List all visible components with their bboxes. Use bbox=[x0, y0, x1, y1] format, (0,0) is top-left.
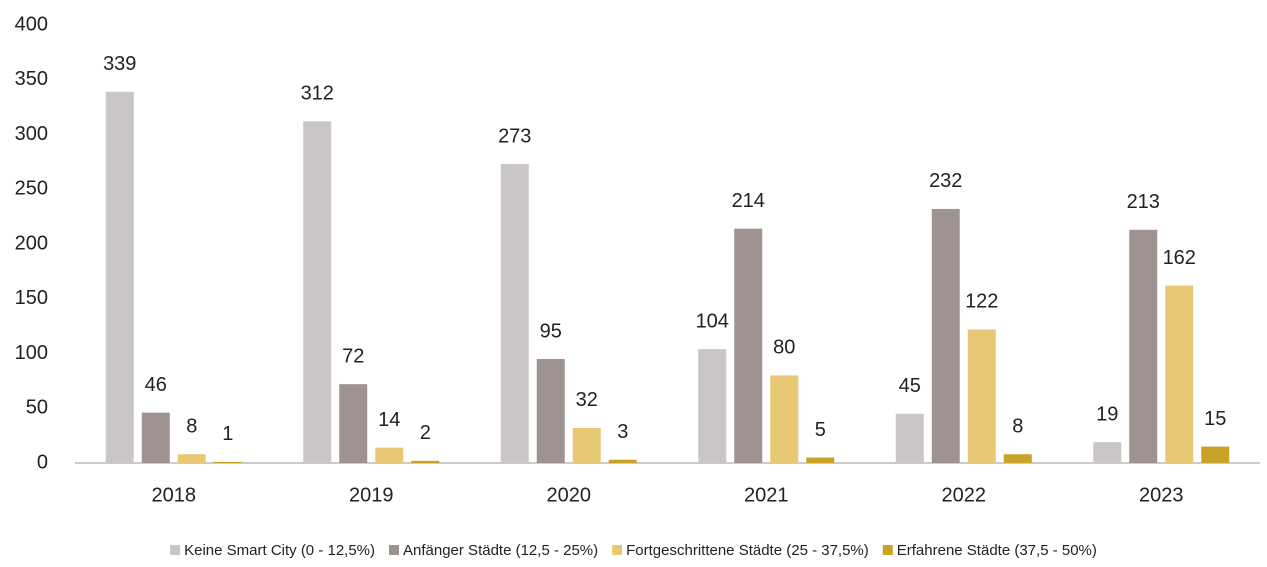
bar bbox=[608, 459, 637, 463]
value-label: 72 bbox=[342, 345, 364, 367]
value-label: 232 bbox=[929, 170, 962, 192]
bar bbox=[1165, 285, 1194, 463]
value-label: 3 bbox=[617, 421, 628, 443]
x-tick-label: 2019 bbox=[349, 484, 394, 506]
y-tick-label: 150 bbox=[15, 287, 48, 309]
y-tick-label: 50 bbox=[26, 397, 48, 419]
value-label: 122 bbox=[965, 291, 998, 313]
y-tick-label: 300 bbox=[15, 123, 48, 145]
bar bbox=[698, 349, 727, 463]
bar bbox=[411, 460, 440, 463]
legend-swatch bbox=[170, 545, 181, 555]
x-tick-label: 2018 bbox=[152, 484, 197, 506]
bar bbox=[303, 121, 332, 464]
legend-swatch bbox=[882, 545, 893, 555]
bar bbox=[141, 412, 170, 463]
y-tick-label: 100 bbox=[15, 342, 48, 364]
value-label: 32 bbox=[576, 389, 598, 411]
value-label: 104 bbox=[696, 310, 729, 332]
value-label: 95 bbox=[540, 320, 562, 342]
x-tick-label: 2020 bbox=[547, 484, 592, 506]
bar bbox=[500, 164, 529, 463]
value-label: 213 bbox=[1127, 191, 1160, 213]
value-label: 19 bbox=[1096, 403, 1118, 425]
value-label: 46 bbox=[145, 374, 167, 396]
value-label: 8 bbox=[1012, 416, 1023, 438]
bar bbox=[213, 461, 242, 463]
y-tick-label: 350 bbox=[15, 68, 48, 90]
bar bbox=[1093, 442, 1122, 463]
bar bbox=[967, 329, 996, 463]
value-label: 312 bbox=[301, 83, 334, 105]
value-label: 45 bbox=[899, 375, 921, 397]
value-label: 5 bbox=[815, 419, 826, 441]
bar bbox=[734, 228, 763, 463]
x-tick-label: 2022 bbox=[942, 484, 987, 506]
y-tick-label: 200 bbox=[15, 232, 48, 254]
bar bbox=[105, 91, 134, 464]
bar bbox=[1201, 446, 1230, 463]
bar bbox=[572, 427, 601, 463]
value-label: 8 bbox=[186, 416, 197, 438]
x-tick-label: 2023 bbox=[1139, 484, 1184, 506]
bar bbox=[931, 208, 960, 463]
bar bbox=[770, 375, 799, 463]
value-label: 1 bbox=[222, 423, 233, 445]
value-label: 273 bbox=[498, 125, 531, 147]
y-tick-label: 250 bbox=[15, 178, 48, 200]
bar bbox=[1129, 229, 1158, 463]
value-label: 214 bbox=[732, 190, 765, 212]
bar bbox=[375, 447, 404, 463]
y-tick-label: 400 bbox=[15, 13, 48, 35]
value-label: 14 bbox=[378, 409, 400, 431]
bar bbox=[895, 413, 924, 463]
value-label: 162 bbox=[1163, 247, 1196, 269]
value-label: 15 bbox=[1204, 408, 1226, 430]
y-tick-label: 0 bbox=[37, 451, 48, 473]
bar bbox=[536, 358, 565, 463]
legend-label: Erfahrene Städte (37,5 - 50%) bbox=[897, 542, 1097, 559]
bar bbox=[177, 454, 206, 463]
bar bbox=[806, 457, 835, 463]
legend-label: Keine Smart City (0 - 12,5%) bbox=[184, 542, 375, 559]
bar bbox=[1003, 454, 1032, 463]
value-label: 80 bbox=[773, 337, 795, 359]
legend-label: Fortgeschrittene Städte (25 - 37,5%) bbox=[626, 542, 869, 559]
legend-swatch bbox=[612, 545, 623, 555]
legend-swatch bbox=[389, 545, 400, 555]
value-label: 2 bbox=[420, 422, 431, 444]
value-label: 339 bbox=[103, 53, 136, 75]
x-tick-label: 2021 bbox=[744, 484, 789, 506]
bar bbox=[339, 384, 368, 463]
legend-label: Anfänger Städte (12,5 - 25%) bbox=[403, 542, 598, 559]
